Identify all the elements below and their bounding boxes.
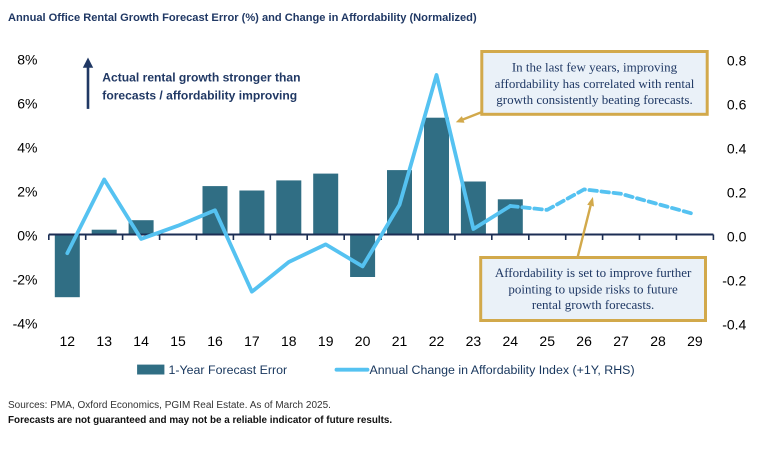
svg-text:0.8: 0.8 <box>727 52 747 68</box>
svg-text:Sources: PMA, Oxford Economics: Sources: PMA, Oxford Economics, PGIM Rea… <box>8 400 331 411</box>
svg-text:Annual Office Rental Growth Fo: Annual Office Rental Growth Forecast Err… <box>8 12 477 24</box>
svg-text:Affordability is set to improv: Affordability is set to improve further <box>495 265 692 280</box>
svg-text:0.0: 0.0 <box>727 228 747 244</box>
svg-text:2%: 2% <box>17 184 37 200</box>
svg-text:21: 21 <box>392 333 408 349</box>
svg-text:0%: 0% <box>17 228 37 244</box>
svg-text:14: 14 <box>133 333 149 349</box>
svg-text:-0.2: -0.2 <box>722 272 746 288</box>
svg-text:-2%: -2% <box>13 272 38 288</box>
svg-text:17: 17 <box>244 333 260 349</box>
svg-text:In the last few years, improvi: In the last few years, improving <box>512 59 678 74</box>
svg-text:18: 18 <box>281 333 297 349</box>
svg-text:affordability has correlated w: affordability has correlated with rental <box>495 76 695 91</box>
svg-text:4%: 4% <box>17 140 37 156</box>
svg-text:24: 24 <box>503 333 519 349</box>
svg-text:25: 25 <box>539 333 555 349</box>
svg-text:28: 28 <box>650 333 666 349</box>
svg-text:Annual Change in Affordability: Annual Change in Affordability Index (+1… <box>370 363 635 377</box>
svg-text:Actual rental growth stronger: Actual rental growth stronger than <box>102 71 300 85</box>
svg-text:forecasts / affordability impr: forecasts / affordability improving <box>102 89 297 103</box>
svg-text:-0.4: -0.4 <box>722 316 746 332</box>
svg-text:6%: 6% <box>17 96 37 112</box>
svg-text:rental growth forecasts.: rental growth forecasts. <box>532 297 654 312</box>
svg-text:0.6: 0.6 <box>727 96 747 112</box>
svg-text:29: 29 <box>687 333 703 349</box>
svg-text:27: 27 <box>613 333 629 349</box>
svg-text:15: 15 <box>170 333 186 349</box>
svg-text:pointing to upside risks to fu: pointing to upside risks to future <box>508 282 678 297</box>
svg-text:Forecasts are not guaranteed a: Forecasts are not guaranteed and may not… <box>8 415 392 426</box>
svg-text:-4%: -4% <box>13 316 38 332</box>
svg-text:20: 20 <box>355 333 371 349</box>
svg-text:12: 12 <box>60 333 76 349</box>
svg-text:8%: 8% <box>17 52 37 68</box>
svg-text:0.4: 0.4 <box>727 140 747 156</box>
svg-text:1-Year Forecast Error: 1-Year Forecast Error <box>169 363 288 377</box>
svg-text:growth consistently beating fo: growth consistently beating forecasts. <box>496 92 692 107</box>
svg-text:22: 22 <box>429 333 445 349</box>
svg-text:26: 26 <box>576 333 592 349</box>
svg-text:19: 19 <box>318 333 334 349</box>
svg-text:13: 13 <box>96 333 112 349</box>
svg-text:0.2: 0.2 <box>727 184 747 200</box>
svg-text:23: 23 <box>466 333 482 349</box>
svg-text:16: 16 <box>207 333 223 349</box>
